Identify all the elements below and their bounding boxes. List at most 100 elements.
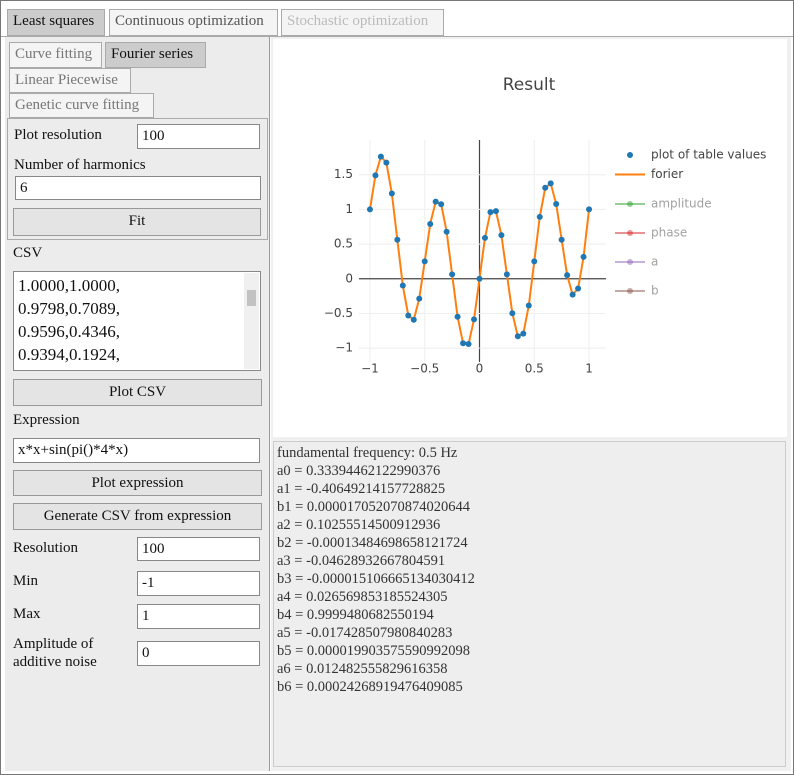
- legend-label: amplitude: [651, 197, 712, 211]
- point: [454, 313, 461, 320]
- tab-line: [1, 36, 793, 37]
- legend-marker: [627, 230, 633, 236]
- point: [492, 208, 499, 215]
- legend-marker: [627, 152, 633, 158]
- legend-marker: [627, 288, 633, 294]
- point: [536, 213, 543, 220]
- point: [443, 228, 450, 235]
- chart-bg: [273, 39, 787, 437]
- result-line: a2 = 0.10255514500912936: [277, 517, 441, 533]
- input[interactable]: x*x+sin(pi()*4*x): [13, 438, 260, 463]
- point: [558, 236, 565, 243]
- input[interactable]: -1: [137, 571, 260, 596]
- y-tick-label: 0.5: [334, 237, 353, 251]
- legend-label: a: [651, 255, 658, 269]
- results-box: fundamental frequency: 0.5 Hz a0 = 0.3339…: [273, 441, 786, 767]
- legend-label: plot of table values: [651, 148, 766, 162]
- point: [438, 201, 445, 208]
- point: [509, 310, 516, 317]
- point: [394, 236, 401, 243]
- y-tick-label: −0.5: [324, 306, 353, 320]
- result-line: b1 = 0.000017052070874020644: [277, 499, 471, 515]
- result-line: b2 = -0.00013484698658121724: [277, 535, 468, 551]
- legend-marker: [627, 259, 633, 265]
- point: [525, 302, 532, 309]
- subtab[interactable]: Curve fitting: [9, 42, 102, 68]
- button[interactable]: Plot CSV: [13, 379, 262, 406]
- button[interactable]: Plot expression: [13, 470, 262, 496]
- point: [531, 258, 538, 265]
- result-line: b5 = 0.000019903575590992098: [277, 643, 471, 659]
- point: [498, 232, 505, 239]
- point: [465, 341, 472, 348]
- textarea[interactable]: 1.0000,1.0000, 0.9798,0.7089, 0.9596,0.4…: [13, 271, 261, 371]
- point: [377, 153, 384, 160]
- point: [427, 220, 434, 227]
- point: [514, 333, 521, 340]
- point: [586, 206, 593, 213]
- label: Plot resolution: [14, 127, 102, 143]
- tab[interactable]: Continuous optimization: [109, 9, 278, 36]
- point: [416, 295, 423, 302]
- point: [553, 200, 560, 207]
- result-line: fundamental frequency: 0.5 Hz: [277, 445, 458, 461]
- subtab[interactable]: Genetic curve fitting: [9, 93, 154, 118]
- scroll-thumb[interactable]: [247, 290, 256, 306]
- tab: Stochastic optimization: [281, 9, 444, 36]
- point: [569, 291, 576, 298]
- group-box: [7, 118, 268, 240]
- point: [481, 234, 488, 241]
- input[interactable]: 100: [137, 124, 260, 149]
- result-line: a6 = 0.012482555829616358: [277, 661, 448, 677]
- point: [432, 198, 439, 205]
- button[interactable]: Fit: [13, 208, 261, 236]
- scrollbar[interactable]: [244, 273, 259, 369]
- legend-label: phase: [651, 226, 687, 240]
- y-tick-label: −1: [335, 341, 353, 355]
- y-tick-label: 1.5: [334, 167, 353, 181]
- x-tick-label: 0: [476, 362, 484, 376]
- point: [547, 180, 554, 187]
- point: [421, 258, 428, 265]
- label: Max: [13, 606, 41, 622]
- csv-line: 0.9596,0.4346,: [18, 322, 120, 341]
- tab[interactable]: Least squares: [7, 9, 105, 36]
- point: [460, 340, 467, 347]
- button[interactable]: Generate CSV from expression: [13, 503, 262, 530]
- legend-marker: [627, 201, 633, 207]
- chart-title: Result: [503, 75, 556, 95]
- result-line: b4 = 0.9999480682550194: [277, 607, 434, 623]
- x-tick-label: −1: [361, 362, 379, 376]
- point: [471, 316, 478, 323]
- point: [388, 190, 395, 197]
- result-line: a3 = -0.04628932667804591: [277, 553, 446, 569]
- point: [383, 159, 390, 166]
- label: Resolution: [13, 540, 79, 556]
- result-line: a1 = -0.40649214157728825: [277, 481, 446, 497]
- result-line: a0 = 0.33394462122990376: [277, 463, 441, 479]
- point: [476, 275, 483, 282]
- subtab[interactable]: Linear Piecewise: [9, 68, 131, 93]
- label: Expression: [13, 412, 80, 428]
- label: additive noise: [13, 654, 97, 670]
- input[interactable]: 6: [15, 176, 261, 200]
- point: [580, 253, 587, 260]
- point: [487, 209, 494, 216]
- point: [575, 285, 582, 292]
- result-line: a4 = 0.026569853185524305: [277, 589, 448, 605]
- point: [503, 271, 510, 278]
- csv-line: 0.9394,0.1924,: [18, 345, 120, 364]
- label: Amplitude of: [13, 636, 94, 652]
- point: [399, 282, 406, 289]
- label: CSV: [13, 245, 43, 261]
- input[interactable]: 100: [137, 537, 260, 561]
- label: Number of harmonics: [14, 157, 146, 173]
- point: [405, 312, 412, 319]
- input[interactable]: 0: [137, 641, 260, 666]
- x-tick-label: 0.5: [525, 362, 544, 376]
- y-tick-label: 0: [345, 271, 353, 285]
- input[interactable]: 1: [137, 604, 260, 629]
- subtab[interactable]: Fourier series: [105, 42, 206, 68]
- legend-label: forier: [651, 167, 683, 181]
